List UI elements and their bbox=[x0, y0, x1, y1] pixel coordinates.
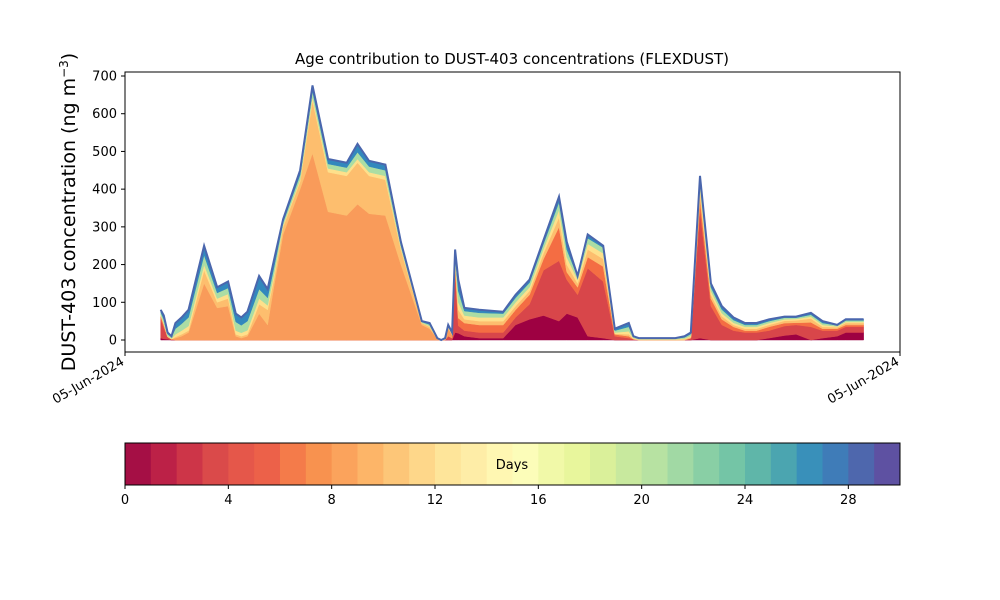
colorbar-segment-12 bbox=[435, 443, 462, 485]
colorbar-segment-1 bbox=[150, 443, 178, 485]
colorbar-segment-6 bbox=[280, 443, 307, 485]
colorbar-segment-17 bbox=[564, 443, 591, 485]
y-tick-label-0: 0 bbox=[109, 334, 117, 349]
colorbar-segment-29 bbox=[874, 443, 901, 485]
stacked-areas bbox=[160, 85, 864, 341]
colorbar-tick-label-7: 28 bbox=[840, 493, 857, 508]
colorbar-tick-label-0: 0 bbox=[121, 493, 129, 508]
y-axis-label-close: ) bbox=[58, 53, 80, 60]
y-tick-label-6: 600 bbox=[92, 107, 117, 122]
colorbar-segment-2 bbox=[176, 443, 203, 485]
colorbar-segment-20 bbox=[641, 443, 668, 485]
y-tick-label-2: 200 bbox=[92, 258, 117, 273]
y-tick-label-3: 300 bbox=[92, 220, 117, 235]
y-tick-label-4: 400 bbox=[92, 183, 117, 198]
colorbar-tick-label-3: 12 bbox=[427, 493, 444, 508]
y-tick-label-5: 500 bbox=[92, 145, 117, 160]
x-axis: 05-Jun-2024 05-Jun-2024 bbox=[50, 352, 902, 407]
colorbar-segment-25 bbox=[770, 443, 798, 485]
colorbar-segment-11 bbox=[409, 443, 436, 485]
colorbar-label: Days bbox=[496, 458, 529, 473]
colorbar-tick-label-4: 16 bbox=[530, 493, 547, 508]
colorbar-segment-19 bbox=[615, 443, 643, 485]
plot-frame bbox=[124, 71, 901, 353]
y-axis-label: DUST-403 concentration (ng m−3) bbox=[57, 53, 80, 371]
colorbar-tick-label-5: 20 bbox=[633, 493, 650, 508]
colorbar-segment-26 bbox=[796, 443, 823, 485]
colorbar-segment-13 bbox=[460, 443, 488, 485]
colorbar-segment-16 bbox=[538, 443, 565, 485]
colorbar-segment-10 bbox=[383, 443, 410, 485]
colorbar-segment-28 bbox=[848, 443, 875, 485]
area-series-6 bbox=[160, 91, 864, 341]
colorbar-segment-24 bbox=[745, 443, 772, 485]
colorbar-segment-18 bbox=[590, 443, 617, 485]
colorbar-tick-label-1: 4 bbox=[224, 493, 232, 508]
colorbar-tick-label-6: 24 bbox=[737, 493, 754, 508]
colorbar-segment-4 bbox=[228, 443, 255, 485]
y-tick-label-7: 700 bbox=[92, 70, 117, 85]
y-axis-label-main: DUST-403 concentration (ng m bbox=[58, 78, 80, 371]
chart-title: Age contribution to DUST-403 concentrati… bbox=[295, 50, 729, 68]
total-outline bbox=[159, 85, 864, 342]
colorbar-segment-7 bbox=[305, 443, 333, 485]
colorbar-segment-8 bbox=[331, 443, 358, 485]
colorbar-segment-22 bbox=[693, 443, 720, 485]
colorbar-segment-23 bbox=[719, 443, 746, 485]
colorbar-segment-14 bbox=[486, 443, 513, 485]
colorbar-segment-5 bbox=[254, 443, 281, 485]
colorbar-frame bbox=[124, 442, 901, 486]
colorbar-tick-label-2: 8 bbox=[328, 493, 336, 508]
y-axis-label-sup: −3 bbox=[57, 60, 71, 78]
colorbar-segment-9 bbox=[357, 443, 384, 485]
colorbar-segment-3 bbox=[202, 443, 229, 485]
colorbar-segment-15 bbox=[512, 443, 539, 485]
colorbar-segment-21 bbox=[667, 443, 694, 485]
colorbar-segment-27 bbox=[822, 443, 849, 485]
colorbar-segment-0 bbox=[125, 443, 152, 485]
x-tick-label-1: 05-Jun-2024 bbox=[825, 354, 902, 407]
y-axis: 0 100 200 300 400 500 600 700 bbox=[92, 70, 125, 349]
colorbar: 0 4 8 12 16 20 24 28 bbox=[121, 442, 901, 508]
y-tick-label-1: 100 bbox=[92, 296, 117, 311]
